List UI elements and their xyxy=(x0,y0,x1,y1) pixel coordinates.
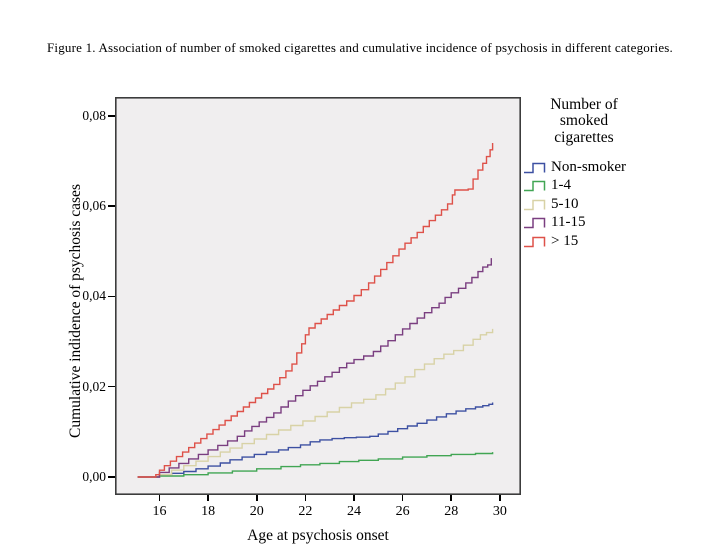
series-lines xyxy=(115,97,521,495)
legend-item-3: 11-15 xyxy=(523,214,718,233)
x-tick-label: 26 xyxy=(395,504,410,519)
legend-item-1: 1-4 xyxy=(523,176,718,195)
x-tick-mark xyxy=(255,495,258,501)
x-tick-mark xyxy=(353,495,355,501)
x-tick-mark xyxy=(158,495,161,501)
x-tick-mark xyxy=(401,495,404,501)
legend-step-glyph xyxy=(524,236,546,248)
figure-caption: Figure 1. Association of number of smoke… xyxy=(46,40,673,55)
x-tick-label: 30 xyxy=(492,504,507,519)
y-tick-mark xyxy=(108,205,115,207)
legend-item-label: > 15 xyxy=(551,232,579,249)
legend-item-0: Non-smoker xyxy=(523,158,718,177)
series-line-4 xyxy=(137,143,494,478)
x-tick-mark xyxy=(207,495,209,501)
legend-title: Number of smoked cigarettes xyxy=(550,96,618,146)
y-tick-mark xyxy=(108,476,115,478)
legend-item-2: 5-10 xyxy=(523,195,718,214)
y-tick-mark xyxy=(108,295,115,298)
series-line-2 xyxy=(137,328,494,478)
plot-frame xyxy=(115,97,521,495)
x-tick-mark xyxy=(499,495,501,501)
y-tick-label: 0,00 xyxy=(82,468,106,484)
legend: Number of smoked cigarettes Non-smoker 1-… xyxy=(523,96,718,251)
legend-item-label: 5-10 xyxy=(551,195,579,212)
y-tick-label: 0,08 xyxy=(82,107,106,123)
series-line-3 xyxy=(137,258,492,478)
legend-step-glyph xyxy=(524,180,546,192)
x-tick-label: 20 xyxy=(249,504,264,519)
y-tick-mark xyxy=(108,115,115,117)
y-axis-title: Cumulative indidence of psychosis cases xyxy=(67,184,84,438)
x-tick-label: 28 xyxy=(444,504,459,519)
legend-item-label: Non-smoker xyxy=(551,158,626,175)
y-tick-label: 0,06 xyxy=(82,198,106,214)
legend-items: Non-smoker 1-4 5-10 11-15 > 15 xyxy=(523,158,718,251)
legend-step-glyph xyxy=(524,199,546,211)
x-tick-label: 24 xyxy=(346,504,361,519)
x-axis-title: Age at psychosis onset xyxy=(247,527,389,544)
series-line-0 xyxy=(137,402,494,478)
legend-step-glyph xyxy=(524,218,546,229)
legend-item-4: > 15 xyxy=(523,232,718,251)
y-tick-label: 0,02 xyxy=(82,378,106,394)
y-tick-mark xyxy=(108,385,115,388)
y-tick-label: 0,04 xyxy=(82,288,106,304)
legend-item-label: 1-4 xyxy=(551,177,571,194)
legend-item-label: 11-15 xyxy=(551,214,586,231)
x-tick-label: 18 xyxy=(201,504,216,519)
x-tick-mark xyxy=(304,495,307,501)
series-line-1 xyxy=(137,452,494,478)
legend-step-glyph xyxy=(524,162,546,173)
x-tick-mark xyxy=(450,495,453,501)
plot-area xyxy=(115,97,521,495)
x-tick-label: 22 xyxy=(298,504,313,519)
x-tick-label: 16 xyxy=(152,504,167,519)
